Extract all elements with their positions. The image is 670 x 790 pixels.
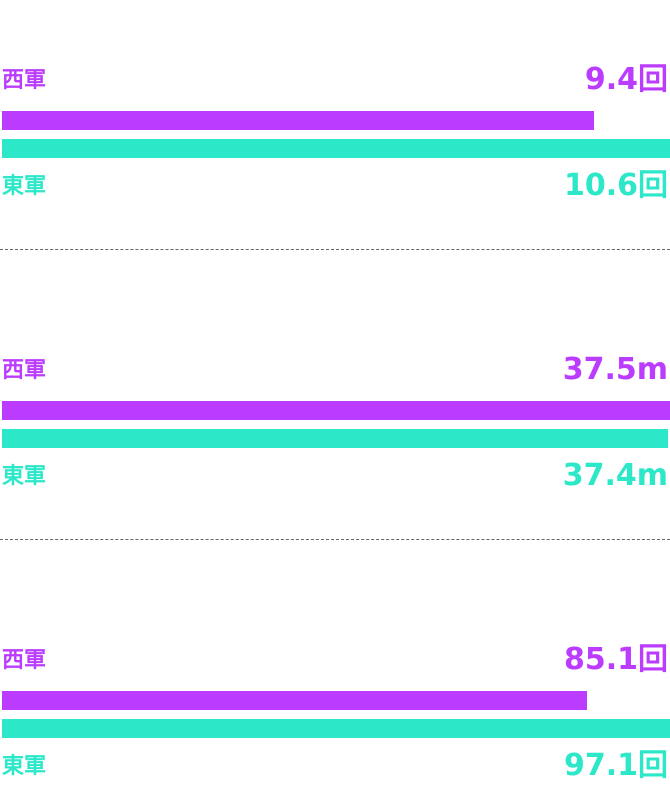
west-value-label: 37.5m [562, 352, 668, 387]
east-bar [2, 719, 670, 738]
east-team-label: 東軍 [2, 464, 47, 489]
west-bar [2, 691, 588, 710]
west-team-label: 西軍 [2, 68, 47, 93]
east-team-label: 東軍 [2, 754, 47, 779]
east-value-label: 97.1回 [563, 748, 668, 783]
east-bar [2, 429, 669, 448]
west-bar [2, 401, 670, 420]
west-value-label: 9.4回 [584, 62, 668, 97]
west-bar [2, 111, 595, 130]
section-divider [0, 249, 670, 250]
west-team-label: 西軍 [2, 648, 47, 673]
west-team-label: 西軍 [2, 358, 47, 383]
east-value-label: 10.6回 [563, 168, 668, 203]
east-team-label: 東軍 [2, 174, 47, 199]
east-value-label: 37.4m [562, 458, 668, 493]
west-value-label: 85.1回 [563, 642, 668, 677]
east-bar [2, 139, 670, 158]
section-divider [0, 539, 670, 540]
